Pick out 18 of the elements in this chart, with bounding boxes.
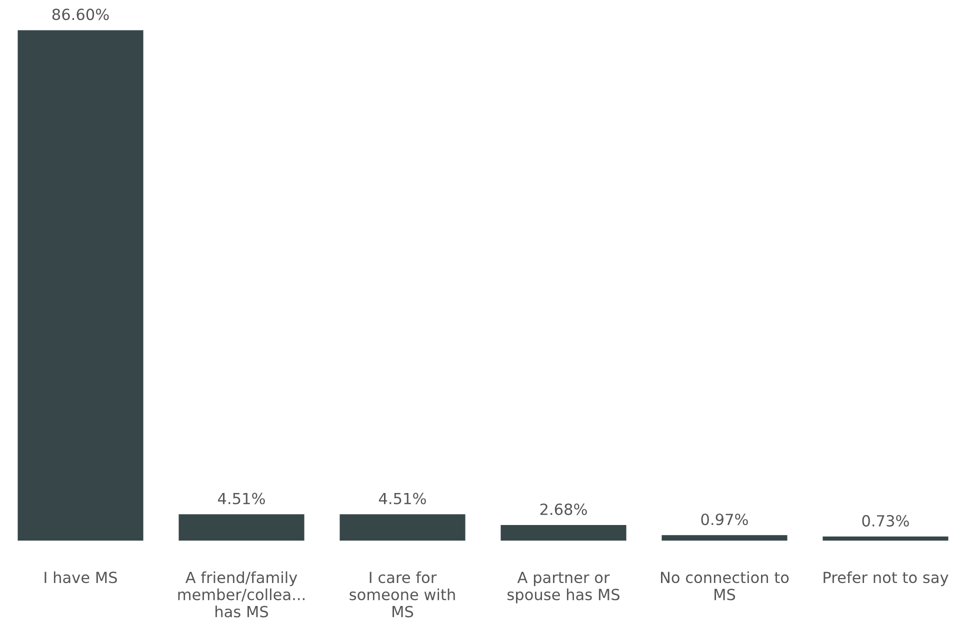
data-label: 0.97% [701,514,748,526]
x-tick-label: Prefer not to say [824,571,948,586]
data-label: 4.51% [378,492,426,504]
data-label: 0.73% [862,515,909,527]
x-tick-label: A friend/family member/collea... has MS [178,571,304,618]
bar [18,30,144,541]
data-label: 4.51% [218,492,265,504]
bar [178,514,304,541]
bar [662,535,788,541]
bar [822,536,948,541]
bar [500,524,626,541]
x-tick-label: A partner or spouse has MS [508,572,620,604]
x-tick-label: I have MS [44,571,117,584]
data-label: 86.60% [52,8,109,20]
data-label: 2.68% [540,504,587,516]
x-tick-label: No connection to MS [660,571,789,600]
x-tick-label: I care for someone with MS [350,571,455,618]
bar [340,514,466,541]
